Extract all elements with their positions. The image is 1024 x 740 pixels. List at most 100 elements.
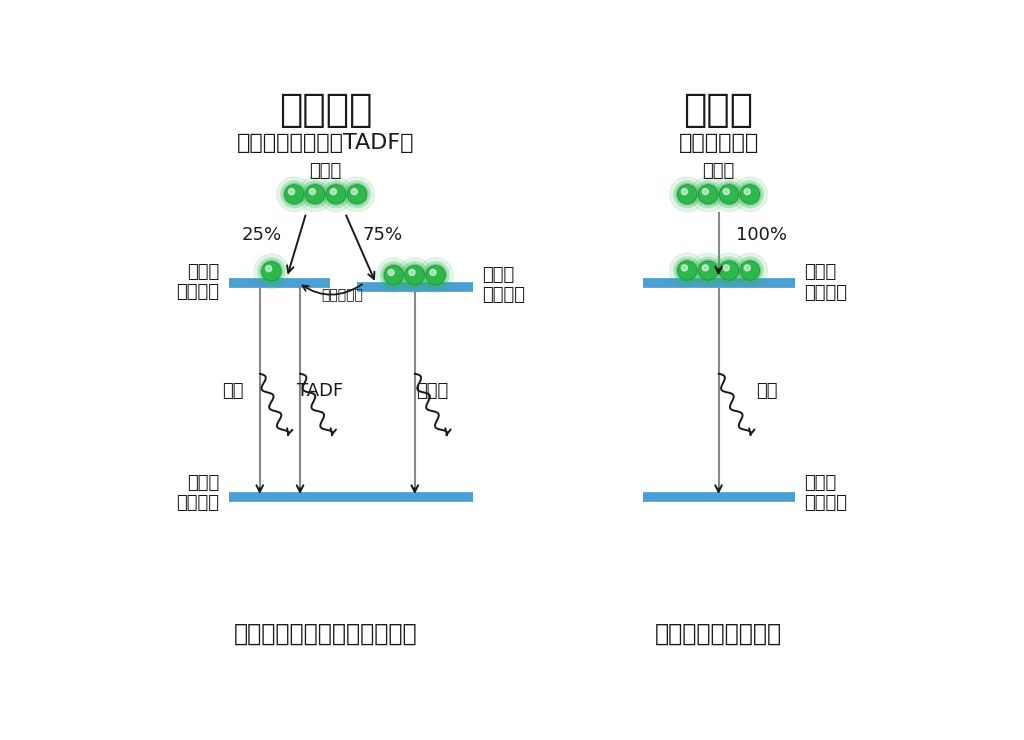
Text: 励起子: 励起子 (702, 162, 734, 180)
Circle shape (702, 265, 709, 271)
Circle shape (285, 185, 304, 204)
Circle shape (736, 257, 764, 284)
Circle shape (732, 253, 767, 288)
Circle shape (346, 184, 369, 206)
Circle shape (289, 189, 295, 195)
Circle shape (323, 181, 349, 208)
Circle shape (377, 258, 412, 292)
Circle shape (347, 185, 367, 204)
Circle shape (676, 184, 698, 206)
Circle shape (738, 260, 761, 282)
Circle shape (430, 269, 436, 275)
Circle shape (283, 184, 305, 206)
Circle shape (262, 262, 281, 281)
Circle shape (718, 184, 740, 206)
Text: 複雑な発光過程の制御が必要: 複雑な発光過程の制御が必要 (233, 622, 418, 646)
Circle shape (260, 260, 283, 283)
Circle shape (258, 258, 285, 285)
Circle shape (276, 177, 311, 212)
Circle shape (676, 260, 698, 282)
Circle shape (397, 258, 432, 292)
Circle shape (697, 184, 719, 206)
Circle shape (327, 185, 346, 204)
Circle shape (302, 181, 329, 208)
Circle shape (325, 184, 347, 206)
Circle shape (678, 261, 697, 280)
Circle shape (331, 189, 337, 195)
Text: 従来材料: 従来材料 (279, 90, 373, 129)
Circle shape (732, 177, 767, 212)
Circle shape (697, 260, 719, 282)
Text: 発光過程がシンプル: 発光過程がシンプル (655, 622, 782, 646)
Circle shape (254, 254, 289, 289)
Circle shape (690, 253, 726, 288)
Circle shape (383, 264, 404, 286)
Circle shape (281, 181, 308, 208)
Text: 三重項: 三重項 (482, 266, 514, 284)
Text: TADF: TADF (297, 382, 343, 400)
Circle shape (698, 185, 718, 204)
Circle shape (670, 177, 705, 212)
Circle shape (712, 177, 746, 212)
Circle shape (719, 261, 738, 280)
Text: 励起状態: 励起状態 (804, 284, 847, 302)
Circle shape (712, 253, 746, 288)
Circle shape (418, 258, 453, 292)
Circle shape (740, 261, 760, 280)
Text: 蛍光: 蛍光 (222, 382, 244, 400)
Circle shape (380, 262, 408, 289)
Circle shape (384, 266, 403, 285)
Text: （蛍光・リン光・TADF）: （蛍光・リン光・TADF） (237, 132, 415, 152)
Circle shape (406, 266, 424, 285)
Circle shape (388, 269, 394, 275)
Circle shape (409, 269, 415, 275)
Circle shape (674, 181, 700, 208)
Circle shape (340, 177, 375, 212)
Circle shape (716, 257, 742, 284)
Circle shape (723, 189, 729, 195)
Circle shape (740, 185, 760, 204)
Circle shape (698, 261, 718, 280)
Circle shape (744, 265, 751, 271)
Circle shape (702, 189, 709, 195)
Text: 励起子: 励起子 (309, 162, 342, 180)
Circle shape (305, 185, 325, 204)
Circle shape (318, 177, 353, 212)
Text: （ラジカル）: （ラジカル） (679, 132, 759, 152)
Text: 25%: 25% (242, 226, 282, 244)
Circle shape (403, 264, 426, 286)
Circle shape (425, 264, 446, 286)
Text: 基底状態: 基底状態 (804, 494, 847, 512)
Text: 基底状態: 基底状態 (176, 494, 219, 512)
Circle shape (351, 189, 357, 195)
Circle shape (298, 177, 333, 212)
Circle shape (343, 181, 371, 208)
Circle shape (723, 265, 729, 271)
Circle shape (738, 184, 761, 206)
Text: 二重項: 二重項 (804, 263, 836, 281)
Text: 逆系間交差: 逆系間交差 (322, 288, 364, 302)
Text: 一重項: 一重項 (187, 474, 219, 492)
Circle shape (744, 189, 751, 195)
Circle shape (265, 266, 271, 272)
Circle shape (678, 185, 697, 204)
Circle shape (694, 257, 722, 284)
Circle shape (426, 266, 445, 285)
Text: 75%: 75% (362, 226, 402, 244)
Circle shape (670, 253, 705, 288)
Text: リン光: リン光 (416, 382, 447, 400)
Circle shape (681, 265, 687, 271)
Circle shape (309, 189, 315, 195)
Circle shape (716, 181, 742, 208)
Text: 100%: 100% (735, 226, 786, 244)
Circle shape (736, 181, 764, 208)
Text: 新材料: 新材料 (683, 90, 754, 129)
Text: 励起状態: 励起状態 (482, 286, 525, 304)
Circle shape (694, 181, 722, 208)
Circle shape (718, 260, 740, 282)
Text: 二重項: 二重項 (804, 474, 836, 492)
Circle shape (681, 189, 687, 195)
Text: 一重項: 一重項 (187, 263, 219, 281)
Circle shape (674, 257, 700, 284)
Circle shape (719, 185, 738, 204)
